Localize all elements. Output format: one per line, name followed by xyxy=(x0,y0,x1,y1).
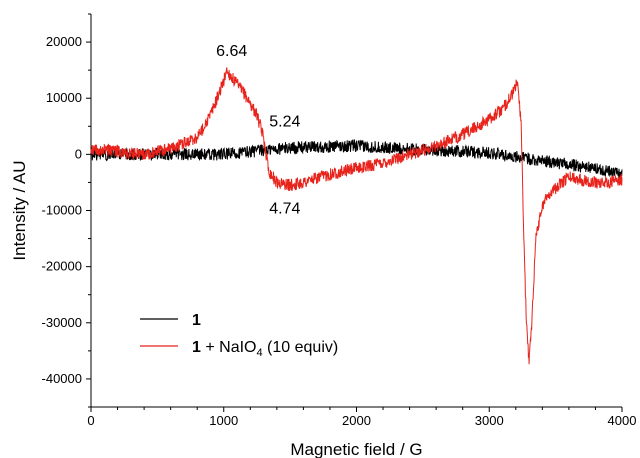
annotation-label: 6.64 xyxy=(216,43,247,60)
annotation-label: 5.24 xyxy=(269,113,300,130)
y-tick-label: -30000 xyxy=(42,315,82,330)
axes: 0 1000 2000 3000 4000 20000 10000 0 -10000 -20000… xyxy=(10,13,637,458)
x-tick-label: 3000 xyxy=(475,413,504,428)
legend-label-2: 1 + NaIO4 (10 equiv) xyxy=(192,339,338,359)
x-tick-label: 2000 xyxy=(342,413,371,428)
y-tick-label: 20000 xyxy=(46,34,82,49)
y-axis-label: Intensity / AU xyxy=(10,160,29,260)
y-tick-label: 0 xyxy=(75,146,82,161)
x-tick-label: 4000 xyxy=(608,413,637,428)
y-tick-label: -10000 xyxy=(42,203,82,218)
x-tick-label: 0 xyxy=(87,413,94,428)
annotations: 6.64 5.24 4.74 xyxy=(216,43,300,217)
y-tick-label: -40000 xyxy=(42,371,82,386)
series-layer xyxy=(90,67,623,365)
legend: 1 1 + NaIO4 (10 equiv) xyxy=(140,312,338,359)
annotation-label: 4.74 xyxy=(269,200,300,217)
y-tick-label: 10000 xyxy=(46,90,82,105)
series-line-2 xyxy=(90,67,623,365)
y-tick-label: -20000 xyxy=(42,259,82,274)
x-tick-label: 1000 xyxy=(209,413,238,428)
legend-label-1: 1 xyxy=(192,312,201,329)
series-line-1 xyxy=(90,139,623,180)
x-axis-label: Magnetic field / G xyxy=(290,440,422,458)
